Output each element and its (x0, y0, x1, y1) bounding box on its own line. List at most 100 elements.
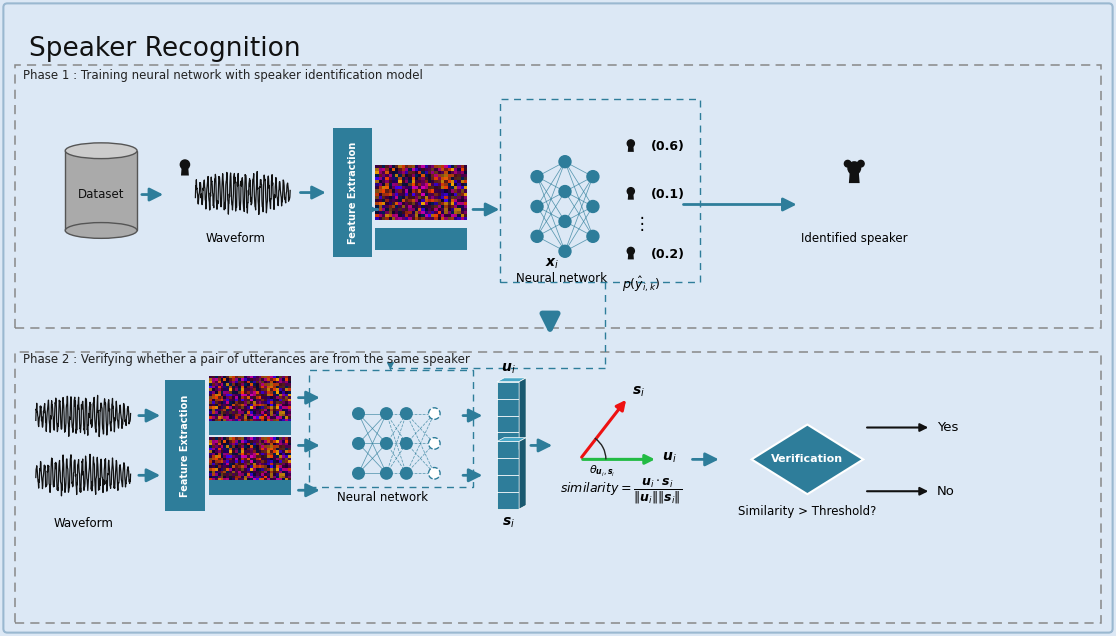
Bar (264, 384, 268, 386)
Bar (252, 378, 256, 381)
Bar (288, 478, 290, 481)
Bar (385, 180, 388, 183)
Bar (268, 381, 270, 384)
Bar (378, 214, 382, 218)
Bar (223, 468, 227, 471)
Bar (279, 438, 282, 440)
Bar (415, 218, 418, 221)
FancyBboxPatch shape (165, 380, 205, 511)
Circle shape (848, 162, 860, 174)
Bar (461, 174, 464, 177)
Bar (232, 381, 235, 384)
Bar (441, 190, 444, 193)
Bar (221, 419, 223, 422)
Bar (424, 165, 427, 168)
Bar (261, 478, 264, 481)
Bar (259, 389, 261, 391)
Bar (282, 481, 285, 483)
Bar (285, 476, 288, 478)
Bar (288, 376, 290, 378)
Bar (276, 476, 279, 478)
Bar (235, 450, 238, 453)
Bar (241, 481, 244, 483)
Bar (378, 190, 382, 193)
Bar (218, 458, 221, 460)
Bar (434, 177, 437, 180)
Circle shape (627, 140, 634, 147)
Bar (454, 196, 458, 198)
Bar (238, 438, 241, 440)
Bar (395, 202, 398, 205)
Bar (221, 478, 223, 481)
Bar (256, 476, 259, 478)
Bar (279, 478, 282, 481)
Bar (212, 450, 214, 453)
Bar (218, 476, 221, 478)
Bar (218, 394, 221, 396)
Bar (422, 180, 424, 183)
Bar (415, 214, 418, 218)
Bar (415, 165, 418, 168)
Bar (427, 177, 431, 180)
Bar (464, 183, 468, 186)
Bar (252, 409, 256, 411)
Bar (448, 196, 451, 198)
Bar (402, 177, 405, 180)
Bar (221, 406, 223, 409)
Bar (235, 401, 238, 404)
Bar (229, 460, 232, 463)
Bar (282, 376, 285, 378)
Bar (241, 394, 244, 396)
Bar (256, 468, 259, 471)
Bar (378, 183, 382, 186)
Bar (223, 481, 227, 483)
Bar (241, 468, 244, 471)
Bar (268, 399, 270, 401)
Bar (247, 381, 250, 384)
Bar (241, 406, 244, 409)
Bar (434, 202, 437, 205)
Text: Neural network: Neural network (517, 272, 607, 285)
Bar (418, 202, 422, 205)
Bar (464, 180, 468, 183)
Bar (247, 404, 250, 406)
Bar (214, 401, 218, 404)
Bar (431, 180, 434, 183)
Bar (464, 214, 468, 218)
Bar (229, 399, 232, 401)
Bar (221, 396, 223, 399)
Bar (434, 183, 437, 186)
Polygon shape (751, 425, 864, 494)
Bar (209, 384, 212, 386)
Bar (235, 399, 238, 401)
Bar (279, 453, 282, 455)
Bar (422, 205, 424, 208)
Bar (385, 190, 388, 193)
Bar (252, 389, 256, 391)
Bar (252, 411, 256, 414)
Bar (244, 438, 247, 440)
Bar (464, 190, 468, 193)
Bar (227, 453, 229, 455)
Bar (247, 417, 250, 419)
Bar (276, 417, 279, 419)
Bar (398, 198, 402, 202)
Bar (276, 378, 279, 381)
Bar (247, 440, 250, 443)
Bar (244, 384, 247, 386)
Bar (270, 384, 273, 386)
Bar (221, 378, 223, 381)
Bar (259, 471, 261, 473)
Bar (392, 171, 395, 174)
Bar (221, 458, 223, 460)
Bar (238, 466, 241, 468)
Bar (412, 198, 415, 202)
Bar (223, 448, 227, 450)
FancyBboxPatch shape (16, 352, 1100, 623)
Bar (247, 438, 250, 440)
Bar (261, 476, 264, 478)
Bar (276, 381, 279, 384)
Bar (238, 391, 241, 394)
Bar (385, 193, 388, 196)
Bar (247, 460, 250, 463)
